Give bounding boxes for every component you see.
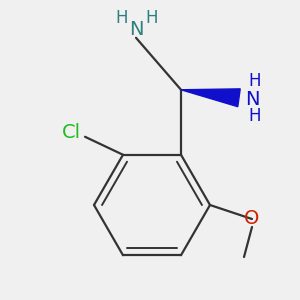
Text: H: H: [248, 72, 260, 90]
Text: N: N: [245, 90, 260, 109]
Text: N: N: [129, 20, 143, 39]
Polygon shape: [181, 89, 240, 107]
Text: O: O: [244, 209, 260, 229]
Text: Cl: Cl: [61, 123, 81, 142]
Text: H: H: [248, 107, 260, 125]
Text: H: H: [116, 9, 128, 27]
Text: H: H: [146, 9, 158, 27]
